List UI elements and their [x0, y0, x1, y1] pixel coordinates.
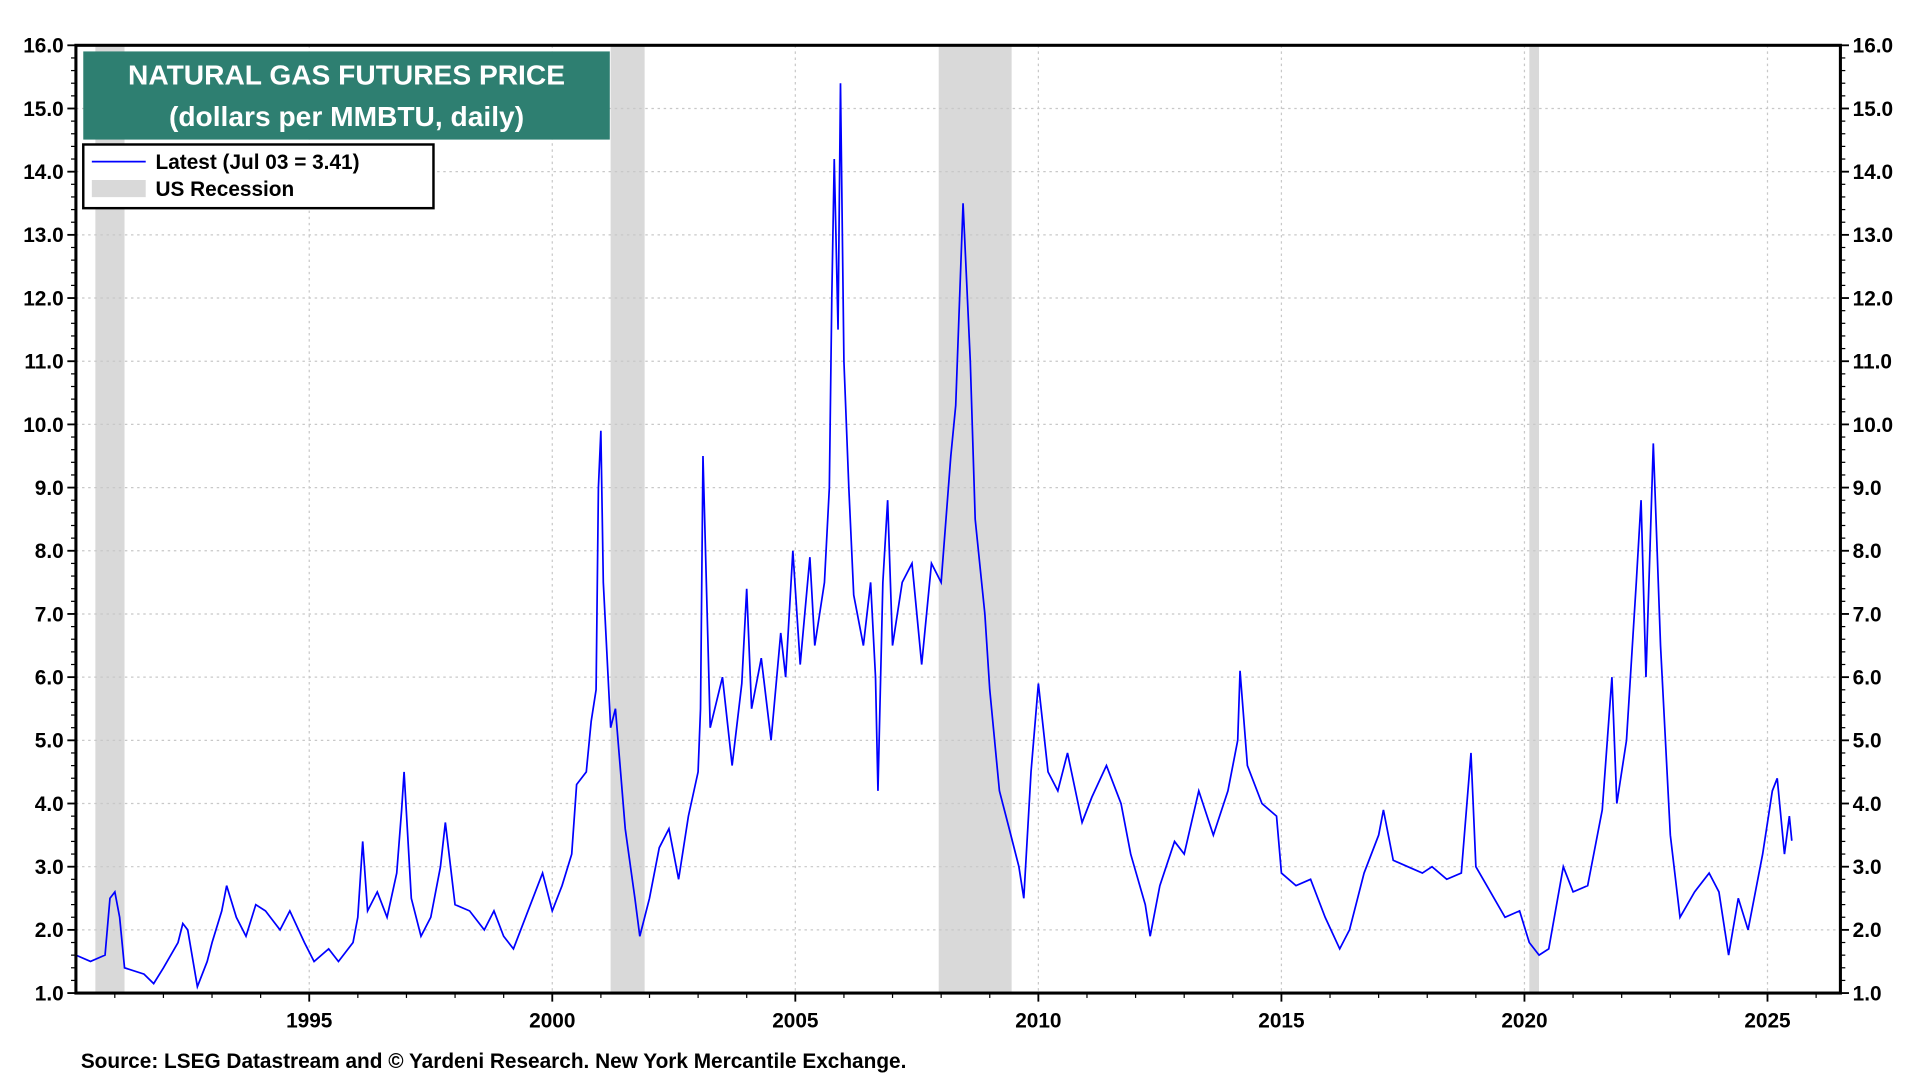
legend-recession-swatch: [91, 180, 146, 198]
legend-label-recession: US Recession: [156, 178, 295, 201]
recession-band: [1529, 45, 1540, 994]
y-tick-label-right: 7.0: [1853, 603, 1882, 626]
x-tick-label: 2025: [1744, 1009, 1790, 1032]
y-tick-label-left: 8.0: [35, 540, 64, 563]
gridlines: [75, 45, 1841, 994]
chart-title: NATURAL GAS FUTURES PRICE: [128, 59, 565, 90]
x-tick-label: 2020: [1501, 1009, 1547, 1032]
y-tick-label-right: 15.0: [1853, 98, 1893, 121]
y-tick-label-right: 12.0: [1853, 287, 1893, 310]
y-tick-label-left: 6.0: [35, 666, 64, 689]
y-tick-label-left: 3.0: [35, 856, 64, 879]
y-tick-label-left: 13.0: [23, 224, 63, 247]
y-tick-label-right: 9.0: [1853, 477, 1882, 500]
y-tick-label-left: 11.0: [24, 351, 63, 374]
y-tick-label-left: 15.0: [23, 98, 63, 121]
series-line: [75, 83, 1793, 990]
y-tick-label-left: 10.0: [23, 414, 63, 437]
x-tick-label: 2010: [1015, 1009, 1061, 1032]
legend-label-latest: Latest (Jul 03 = 3.41): [156, 151, 360, 174]
y-tick-label-right: 5.0: [1853, 730, 1882, 753]
y-tick-label-left: 1.0: [35, 982, 64, 1005]
title-box: NATURAL GAS FUTURES PRICE (dollars per M…: [83, 51, 610, 140]
y-tick-label-right: 16.0: [1853, 35, 1893, 58]
y-tick-label-left: 5.0: [35, 730, 64, 753]
y-tick-label-right: 3.0: [1853, 856, 1882, 879]
y-tick-label-right: 13.0: [1853, 224, 1893, 247]
y-tick-label-left: 7.0: [35, 603, 64, 626]
axes: 1.0 1.0 2.0 2.0 3.0 3.0 4.0 4.0 5.0 5.0 6.0 6.0 7.0 7…: [23, 35, 1893, 1033]
y-tick-label-right: 8.0: [1853, 540, 1882, 563]
source-note: Source: LSEG Datastream and © Yardeni Re…: [81, 1050, 907, 1073]
y-tick-label-left: 16.0: [23, 35, 63, 58]
y-tick-label-right: 4.0: [1853, 793, 1882, 816]
x-tick-label: 2005: [772, 1009, 818, 1032]
x-tick-label: 2000: [529, 1009, 575, 1032]
y-tick-label-right: 2.0: [1853, 919, 1882, 942]
y-tick-label-right: 10.0: [1853, 414, 1893, 437]
y-tick-label-right: 6.0: [1853, 666, 1882, 689]
y-tick-label-left: 2.0: [35, 919, 64, 942]
y-tick-label-left: 4.0: [35, 793, 64, 816]
x-tick-label: 1995: [286, 1009, 332, 1032]
plot-frame: [74, 43, 1842, 995]
y-tick-label-right: 11.0: [1853, 351, 1892, 374]
x-tick-label: 2015: [1258, 1009, 1304, 1032]
y-tick-label-right: 14.0: [1853, 161, 1893, 184]
y-tick-label-left: 14.0: [23, 161, 63, 184]
y-tick-label-right: 1.0: [1853, 982, 1882, 1005]
legend: Latest (Jul 03 = 3.41) US Recession: [82, 143, 435, 210]
y-tick-label-left: 12.0: [23, 287, 63, 310]
recession-band: [610, 45, 645, 994]
chart-subtitle: (dollars per MMBTU, daily): [169, 101, 524, 132]
y-tick-label-left: 9.0: [35, 477, 64, 500]
